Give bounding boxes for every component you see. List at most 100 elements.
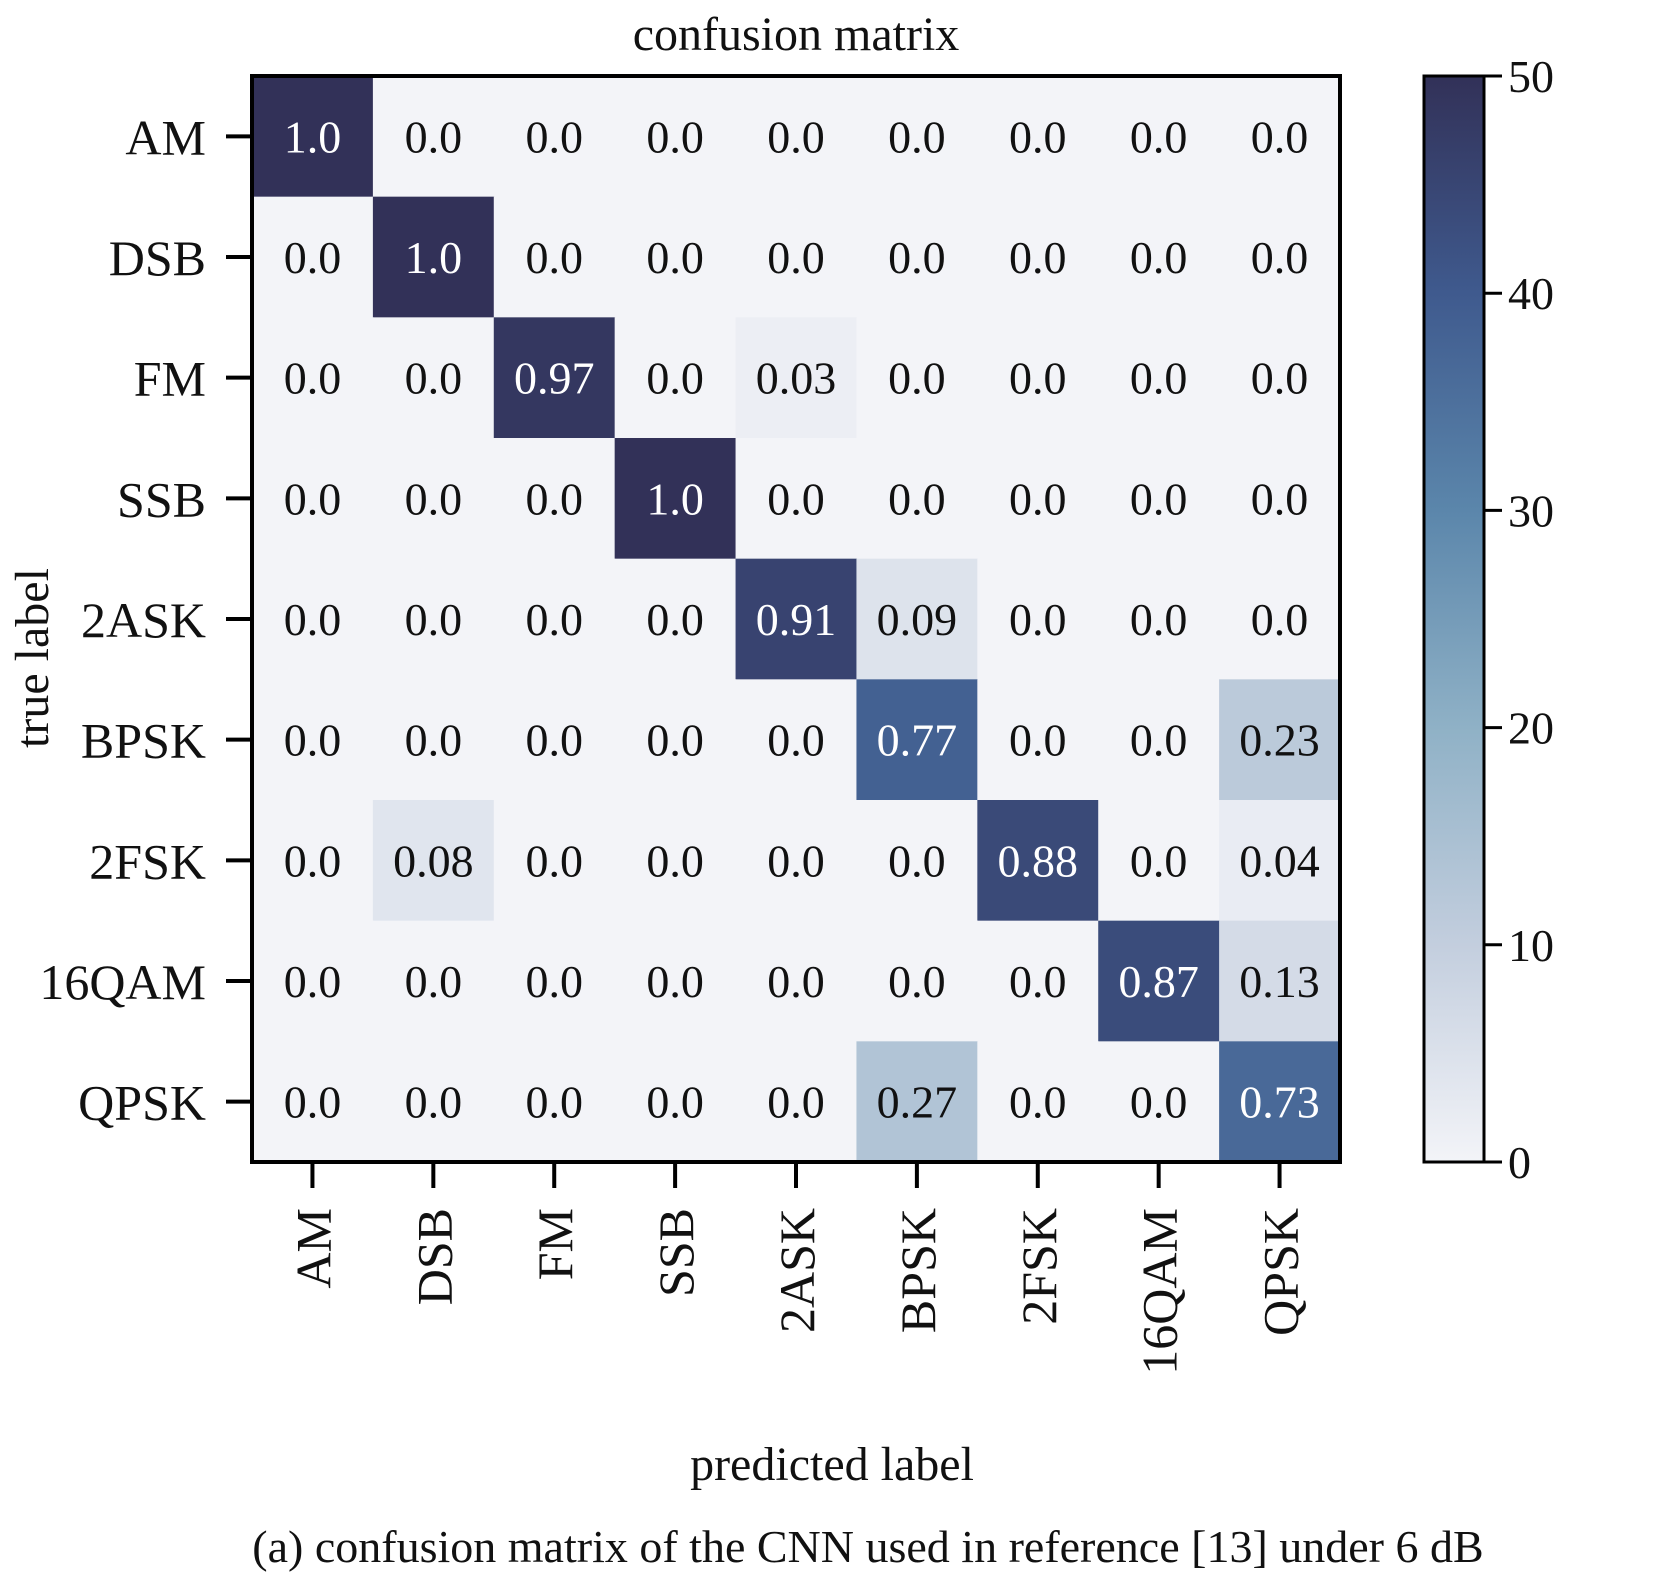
y-tick-label: 2FSK [89,833,206,889]
heatmap-cell [1098,558,1220,680]
cell-value-label: 0.0 [1251,111,1309,162]
cell-value-label: 0.0 [284,473,342,524]
cell-value-label: 0.0 [405,594,463,645]
heatmap-cell [856,920,978,1042]
heatmap-cell [977,196,1099,318]
cell-value-label: 0.88 [998,835,1079,886]
chart-title: confusion matrix [633,8,960,61]
axis-ticks: AM DSB FM SSB 2ASK BPSK 2FSK 16QAM QPSK AM DSB FM SS… [39,109,1308,1374]
heatmap-cell [252,679,374,801]
colorbar-tick-label: 0 [1508,1137,1531,1188]
cell-value-label: 0.0 [1009,956,1067,1007]
heatmap-cell [372,438,495,560]
heatmap-cell [372,920,495,1042]
heatmap-cell [493,438,616,560]
heatmap-cell [1098,679,1220,801]
cell-value-label: 0.0 [525,594,583,645]
heatmap-cell [614,1041,737,1163]
heatmap-cell [856,317,978,439]
heatmap-cell [1219,920,1341,1042]
cell-value-label: 0.0 [1009,1077,1067,1128]
cell-value-label: 0.04 [1239,835,1320,886]
heatmap-cell [372,76,495,198]
heatmap-cell [735,76,858,198]
heatmap-cell [1098,438,1220,560]
cell-value-label: 0.0 [767,956,825,1007]
heatmap-cell [1219,438,1341,560]
heatmap-cell [856,438,978,560]
cell-value-label: 0.0 [888,232,946,283]
heatmap-cell [372,196,495,318]
cell-value-label: 0.73 [1239,1077,1320,1128]
heatmap-cell [372,1041,495,1163]
cell-value-label: 0.0 [1130,835,1188,886]
heatmap-cell [856,558,978,680]
cell-value-label: 0.0 [646,1077,704,1128]
cell-value-label: 0.0 [767,1077,825,1128]
cell-value-label: 0.03 [756,353,837,404]
y-tick-label: 16QAM [39,954,206,1010]
heatmap-cell [735,438,858,560]
cell-value-label: 0.97 [514,353,595,404]
cell-value-label: 0.0 [646,715,704,766]
cell-value-label: 0.0 [525,956,583,1007]
cell-value-label: 0.0 [284,232,342,283]
heatmap-cell [1219,558,1341,680]
heatmap-cell [1098,317,1220,439]
cell-value-label: 0.0 [405,1077,463,1128]
cell-value-label: 0.0 [646,353,704,404]
heatmap-cell [1098,196,1220,318]
cell-value-label: 0.87 [1118,956,1199,1007]
heatmap-cell [614,438,737,560]
heatmap-cell [614,76,737,198]
cell-value-label: 0.0 [646,232,704,283]
heatmap-cell [614,558,737,680]
heatmap-cell [856,679,978,801]
x-tick-label: DSB [406,1208,462,1305]
cell-value-label: 0.0 [284,594,342,645]
cell-value-label: 0.0 [405,715,463,766]
cell-value-label: 0.0 [646,956,704,1007]
cell-value-label: 0.0 [284,956,342,1007]
y-tick-label: SSB [117,471,206,527]
cell-value-label: 0.0 [1251,594,1309,645]
heatmap-cell [372,800,495,922]
heatmap-cell [252,438,374,560]
colorbar-tick-label: 30 [1508,485,1554,536]
heatmap-cell [614,920,737,1042]
cell-value-label: 0.0 [1251,232,1309,283]
cell-value-label: 0.0 [525,111,583,162]
y-axis-label: true label [6,568,59,748]
colorbar-gradient [1424,76,1484,1162]
cell-value-label: 0.23 [1239,715,1320,766]
cell-value-label: 0.0 [1009,473,1067,524]
cell-value-label: 0.0 [888,956,946,1007]
y-tick-label: FM [134,351,206,407]
heatmap-cell [614,800,737,922]
heatmap-cell [614,679,737,801]
cell-value-label: 0.0 [1130,353,1188,404]
heatmap-cell [493,679,616,801]
cell-value-label: 0.0 [888,835,946,886]
heatmap-cell [372,679,495,801]
cell-value-label: 0.0 [646,111,704,162]
heatmap-cell [252,558,374,680]
cell-value-label: 0.0 [767,473,825,524]
cell-value-label: 0.0 [284,1077,342,1128]
x-axis-label: predicted label [690,1438,974,1491]
heatmap-cell [614,196,737,318]
x-tick-label: QPSK [1253,1208,1309,1336]
cell-value-label: 0.0 [646,594,704,645]
heatmap-cell [1219,76,1341,198]
cell-value-label: 0.0 [405,956,463,1007]
heatmap-cell [735,196,858,318]
cell-value-label: 0.13 [1239,956,1320,1007]
heatmap-cell [252,76,374,198]
cell-value-label: 0.0 [525,1077,583,1128]
heatmap-cell [493,196,616,318]
heatmap-cell [252,1041,374,1163]
heatmap-cell [735,1041,858,1163]
heatmap-cell [977,317,1099,439]
x-tick-label: SSB [648,1208,704,1297]
